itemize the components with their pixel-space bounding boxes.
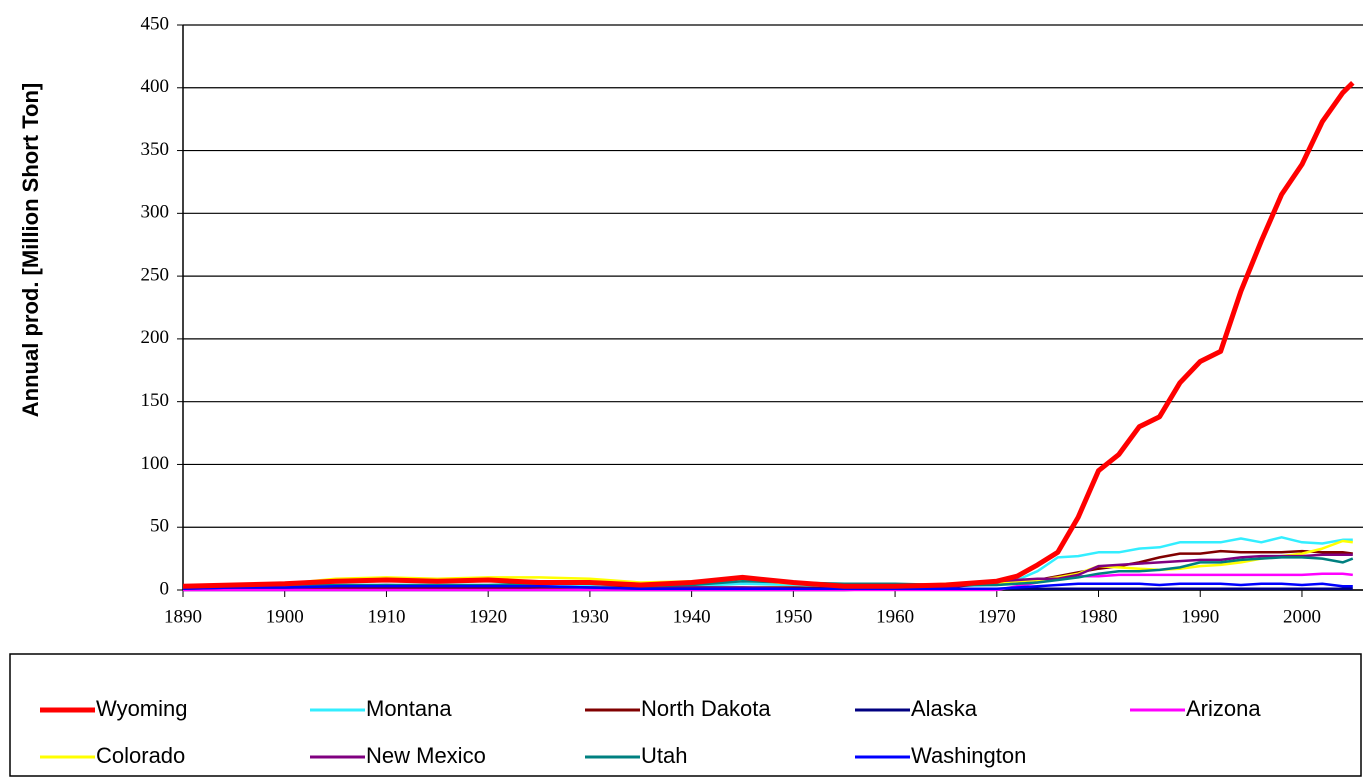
y-tick-label: 150: [141, 390, 170, 411]
legend-label: Wyoming: [96, 696, 188, 721]
x-tick-label: 1910: [367, 606, 405, 627]
series-line: [182, 582, 1353, 590]
legend-label: Washington: [911, 743, 1026, 768]
legend-box: [9, 653, 1362, 777]
x-tick-label: 1930: [571, 606, 609, 627]
legend-label: North Dakota: [641, 696, 771, 721]
x-tick-label: 1890: [164, 606, 202, 627]
series-line: [183, 572, 1353, 592]
x-tick-label: 1920: [469, 606, 507, 627]
legend-label: New Mexico: [366, 743, 486, 768]
legend-label: Montana: [366, 696, 452, 721]
y-tick-label: 300: [141, 202, 170, 223]
y-tick-label: 100: [141, 453, 170, 474]
legend-label: Arizona: [1186, 696, 1261, 721]
x-tick-label: 1950: [774, 606, 812, 627]
legend-label: Alaska: [911, 696, 978, 721]
legend-label: Utah: [641, 743, 687, 768]
y-tick-label: 450: [141, 13, 170, 34]
x-tick-label: 1960: [876, 606, 914, 627]
y-tick-label: 400: [141, 76, 170, 97]
y-axis-label: Annual prod. [Million Short Ton]: [18, 83, 43, 417]
y-tick-label: 250: [141, 264, 170, 285]
legend-label: Colorado: [96, 743, 185, 768]
x-tick-label: 1900: [266, 606, 304, 627]
x-tick-label: 1980: [1080, 606, 1118, 627]
y-tick-label: 200: [141, 327, 170, 348]
x-tick-label: 1990: [1181, 606, 1219, 627]
y-tick-label: 50: [150, 516, 169, 537]
y-tick-label: 0: [160, 578, 170, 599]
x-tick-label: 1970: [978, 606, 1016, 627]
x-tick-label: 2000: [1283, 606, 1321, 627]
x-tick-label: 1940: [673, 606, 711, 627]
series-line: [182, 81, 1355, 589]
y-tick-label: 350: [141, 139, 170, 160]
